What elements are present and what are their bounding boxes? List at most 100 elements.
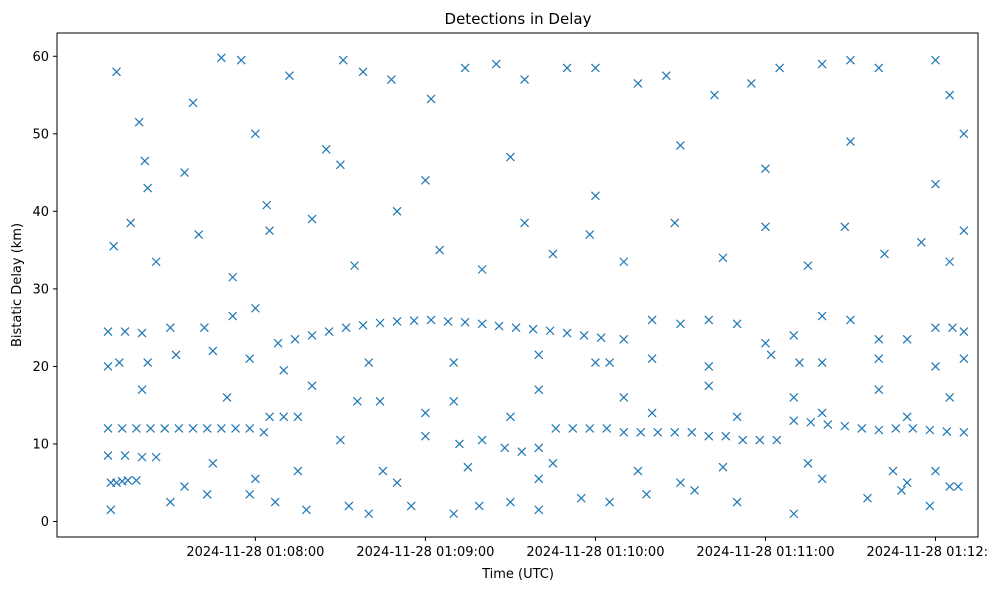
data-point (874, 334, 884, 344)
data-point (290, 334, 300, 344)
y-tick-label: 0 (41, 515, 49, 530)
data-point (279, 365, 289, 375)
data-point (477, 435, 487, 445)
data-point (358, 320, 368, 330)
data-point (194, 230, 204, 240)
data-point (945, 257, 955, 267)
x-tick-label: 2024-11-28 01:09:00 (356, 545, 494, 560)
data-point (460, 317, 470, 327)
data-point (228, 272, 238, 282)
data-point (120, 451, 130, 461)
x-tick-label: 2024-11-28 01:08:00 (186, 545, 324, 560)
data-point (222, 393, 232, 402)
data-point (761, 222, 770, 232)
data-point (103, 361, 113, 371)
data-point (562, 328, 572, 338)
data-points (103, 53, 969, 519)
data-point (823, 420, 833, 429)
data-point (931, 323, 940, 333)
data-point (690, 486, 700, 495)
data-point (409, 316, 419, 326)
data-point (721, 431, 731, 441)
data-point (307, 381, 317, 391)
data-point (585, 424, 595, 433)
data-point (534, 505, 544, 515)
data-point (874, 385, 884, 395)
data-point (103, 327, 113, 336)
data-point (284, 71, 294, 81)
data-point (165, 323, 175, 333)
y-tick-label: 40 (32, 205, 49, 220)
data-point (117, 424, 127, 433)
data-point (704, 361, 714, 371)
data-point (619, 393, 629, 402)
data-point (817, 474, 827, 484)
plot-frame (56, 32, 979, 538)
data-point (863, 493, 872, 503)
data-point (520, 75, 530, 84)
data-point (420, 175, 430, 185)
data-point (103, 451, 113, 461)
data-point (902, 478, 912, 488)
data-point (131, 424, 141, 433)
data-point (959, 354, 969, 364)
data-point (160, 424, 170, 433)
data-point (945, 90, 955, 100)
data-point (324, 327, 334, 336)
data-point (959, 327, 969, 336)
data-point (534, 443, 544, 453)
data-point (245, 424, 255, 433)
y-tick-label: 20 (32, 360, 49, 375)
data-point (874, 354, 884, 364)
data-point (653, 427, 663, 437)
data-point (262, 200, 272, 210)
data-point (633, 466, 643, 476)
data-point (270, 497, 280, 507)
data-point (137, 452, 147, 462)
data-point (137, 385, 147, 395)
data-point (766, 350, 776, 360)
data-point (265, 412, 274, 422)
data-point (916, 237, 926, 247)
data-point (891, 424, 901, 433)
data-point (704, 431, 714, 441)
data-point (732, 319, 742, 329)
data-point (605, 358, 615, 367)
data-point (301, 505, 311, 515)
data-point (236, 55, 246, 65)
data-point (633, 78, 643, 88)
data-point (534, 474, 544, 484)
data-point (307, 214, 317, 224)
data-point (350, 261, 359, 271)
y-tick-label: 50 (32, 127, 49, 142)
data-point (817, 59, 827, 69)
data-point (180, 168, 189, 177)
data-point (392, 206, 402, 216)
data-point (358, 67, 368, 77)
data-point (817, 311, 827, 321)
data-point (857, 424, 867, 433)
data-point (775, 63, 785, 73)
data-point (143, 183, 153, 193)
data-point (293, 466, 303, 476)
y-tick-label: 30 (32, 282, 49, 297)
data-point (942, 427, 952, 436)
data-point (250, 474, 260, 484)
data-point (576, 493, 586, 503)
data-point (817, 408, 827, 418)
data-point (602, 424, 612, 433)
data-point (846, 315, 855, 325)
data-point (959, 427, 969, 437)
data-point (143, 358, 153, 367)
data-point (140, 156, 150, 166)
data-point (772, 435, 782, 445)
x-tick-label: 2024-11-28 01:12:00 (866, 545, 989, 560)
data-point (386, 75, 396, 84)
data-point (534, 350, 544, 360)
data-point (619, 427, 629, 437)
data-point (375, 318, 385, 328)
data-point (676, 478, 685, 488)
data-point (426, 94, 436, 104)
data-point (378, 466, 388, 476)
data-point (534, 385, 544, 395)
